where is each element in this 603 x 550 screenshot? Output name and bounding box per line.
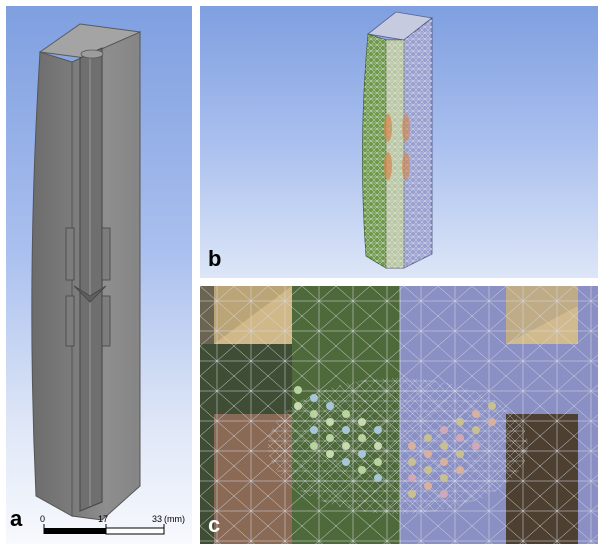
mesh-refinement-lower <box>384 152 392 180</box>
hole-pattern-left <box>294 386 382 482</box>
hole-pattern-right <box>408 402 496 498</box>
mesh-refinement-upper <box>384 114 392 142</box>
model-notch-lower-right <box>101 295 111 347</box>
scale-unit: (mm) <box>164 514 185 524</box>
mesh-closeup-graphic <box>200 286 598 544</box>
model-slot <box>79 47 103 512</box>
panel-label-b: b <box>208 246 222 271</box>
scale-tick-33: 33 <box>152 514 163 524</box>
scale-tick-17: 17 <box>98 514 109 524</box>
model-notch-lower-left <box>65 295 75 347</box>
model-center-cut <box>73 285 107 303</box>
scale-tick-0: 0 <box>40 514 46 524</box>
scale-bar <box>43 524 165 535</box>
panel-b-mesh-overview: b <box>200 6 598 278</box>
mesh-overview-graphic <box>362 11 433 269</box>
panel-a-solid-model: a 0 17 33 (mm) <box>6 6 192 544</box>
fine-mesh-zone <box>268 378 528 514</box>
model-notch-upper-left <box>65 227 75 281</box>
panel-label-a: a <box>10 506 23 531</box>
model-left-face <box>31 51 73 517</box>
model-notch-upper-right <box>101 227 111 281</box>
panel-label-c: c <box>208 512 221 537</box>
solid-model-graphic <box>31 23 165 535</box>
panel-c-mesh-closeup: c <box>200 286 598 544</box>
